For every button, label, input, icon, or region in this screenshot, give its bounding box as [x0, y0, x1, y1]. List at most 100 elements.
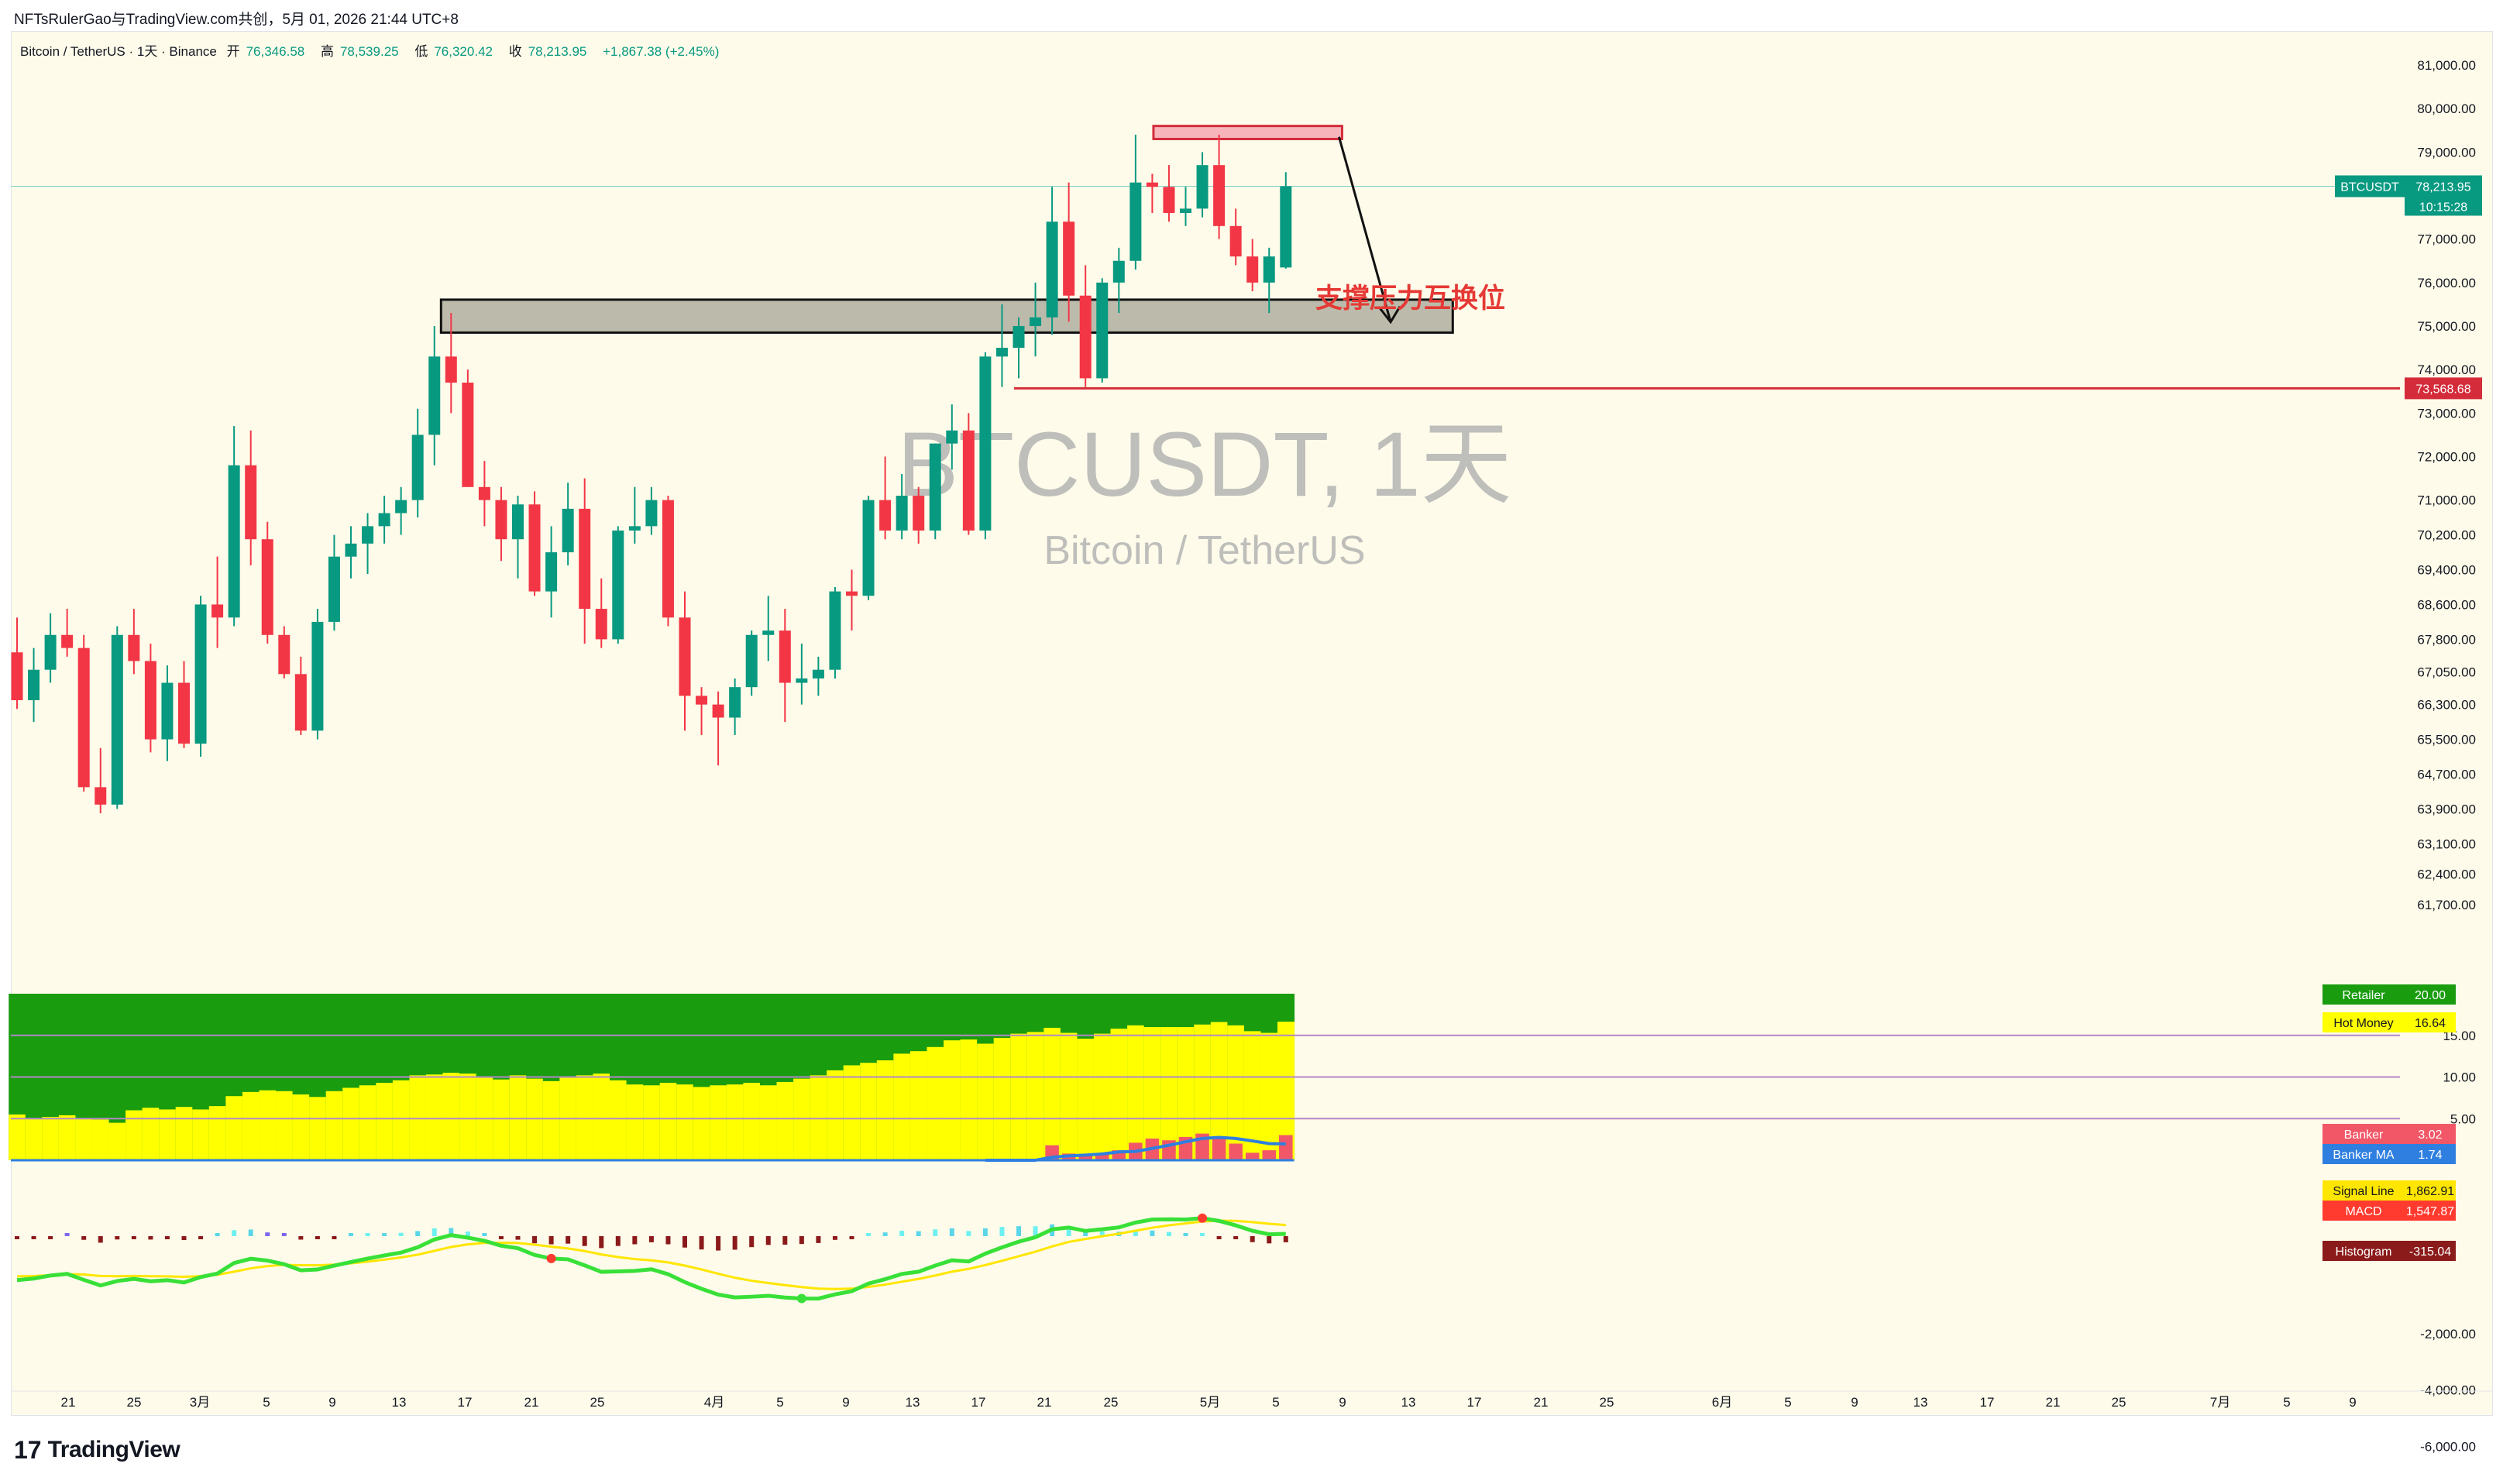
- hot-money-badge-label-bg: [2322, 1012, 2405, 1032]
- signal-line-badge-value: 1,862.91: [2406, 1185, 2454, 1198]
- macd-histogram-bar: [1183, 1233, 1188, 1236]
- price-axis-tick: 71,000.00: [2417, 493, 2476, 508]
- cross-marker: [1198, 1213, 1208, 1223]
- hot-money-bar: [1110, 1029, 1128, 1160]
- macd-histogram-bar: [349, 1233, 353, 1236]
- hot-money-bar: [376, 1083, 394, 1160]
- time-axis-tick: 13: [906, 1395, 920, 1410]
- macd-histogram-bar: [215, 1233, 220, 1236]
- hot-money-bar: [710, 1085, 727, 1160]
- candle-body: [962, 430, 975, 531]
- macd-histogram-bar: [1016, 1226, 1021, 1236]
- macd-badge-label: MACD: [2345, 1205, 2381, 1218]
- time-axis-tick: 17: [1467, 1395, 1482, 1410]
- candle-body: [462, 383, 474, 487]
- candle-body: [528, 504, 541, 592]
- time-axis-tick: 25: [1600, 1395, 1614, 1410]
- macd-histogram-bar: [665, 1236, 671, 1245]
- candle-body: [896, 496, 908, 531]
- hot-money-bar: [676, 1084, 694, 1160]
- hot-money-bar: [927, 1046, 944, 1160]
- time-axis-tick: 4月: [704, 1395, 724, 1410]
- macd-histogram-bar: [849, 1236, 854, 1239]
- candle-body: [411, 435, 424, 500]
- legend-open-label: 开: [226, 44, 240, 59]
- hot-money-bar: [810, 1075, 827, 1160]
- candle-body: [345, 543, 357, 557]
- macd-histogram-bar: [148, 1236, 153, 1240]
- candle-body: [679, 617, 691, 696]
- macd-histogram-bar: [933, 1229, 938, 1236]
- hot-money-bar: [759, 1085, 778, 1160]
- signal-line-badge-value-bg: [2405, 1180, 2456, 1201]
- candle-body: [261, 539, 273, 635]
- time-axis-tick: 25: [2112, 1395, 2127, 1410]
- indicator-axis-tick: 10.00: [2443, 1070, 2476, 1085]
- macd-histogram-bar: [431, 1228, 437, 1236]
- price-axis-tick: 70,200.00: [2417, 528, 2476, 543]
- candle-body: [294, 674, 307, 731]
- hot-money-bar: [526, 1078, 544, 1160]
- macd-histogram-bar: [1083, 1230, 1088, 1236]
- macd-histogram-bar: [1099, 1231, 1105, 1236]
- macd-histogram-bar: [482, 1233, 487, 1236]
- hot-money-bar: [827, 1070, 844, 1160]
- banker-badge-label: Banker: [2344, 1128, 2384, 1142]
- candle-body: [1129, 182, 1142, 261]
- hot-money-bar: [192, 1109, 210, 1160]
- candle-body: [311, 621, 324, 731]
- hot-money-bar: [359, 1085, 376, 1160]
- candle-body: [1213, 165, 1226, 226]
- macd-histogram-bar: [749, 1236, 755, 1248]
- candle-body: [428, 356, 441, 435]
- macd-histogram-bar: [1267, 1236, 1272, 1244]
- hot-money-bar: [977, 1043, 995, 1160]
- time-axis-tick: 25: [1104, 1395, 1119, 1410]
- price-axis-tick: 76,000.00: [2417, 276, 2476, 290]
- hot-money-bar: [944, 1040, 961, 1160]
- support-zone: [439, 298, 1454, 334]
- chart-credit: NFTsRulerGao与TradingView.com共创，5月 01, 20…: [14, 12, 459, 28]
- hot-money-bar: [993, 1037, 1011, 1160]
- hot-money-bar: [342, 1087, 360, 1160]
- candle-body: [478, 486, 490, 500]
- hot-money-bar: [509, 1075, 527, 1160]
- banker-ma-badge-value: 1.74: [2418, 1149, 2442, 1162]
- time-axis-tick: 13: [1913, 1395, 1928, 1410]
- candle-body: [1030, 317, 1042, 326]
- price-axis-tick: 80,000.00: [2417, 101, 2476, 116]
- annotation-label: 支撑压力互换位: [1315, 283, 1505, 314]
- macd-axis-tick: -6,000.00: [2420, 1439, 2476, 1454]
- macd-histogram-bar: [966, 1231, 971, 1236]
- macd-histogram-bar: [332, 1236, 337, 1239]
- hot-money-bar: [1160, 1027, 1178, 1160]
- hot-money-bar: [42, 1117, 60, 1160]
- price-axis-tick: 81,000.00: [2417, 58, 2476, 73]
- time-axis-tick: 21: [2046, 1395, 2061, 1410]
- candle-body: [512, 504, 524, 540]
- hot-money-bar: [542, 1080, 560, 1160]
- candle-body: [1112, 260, 1125, 283]
- signal-line-badge-label: Signal Line: [2333, 1185, 2394, 1198]
- candle-body: [712, 704, 724, 718]
- macd-histogram-bar: [615, 1236, 621, 1246]
- banker-badge-label-bg: [2322, 1124, 2405, 1144]
- banker-ma-badge-label-bg: [2322, 1144, 2405, 1164]
- footer: 17 TradingView: [14, 1434, 181, 1465]
- macd-badge-value: 1,547.87: [2406, 1205, 2454, 1218]
- candle-body: [579, 508, 591, 610]
- hot-money-bar: [893, 1053, 911, 1160]
- candle-body: [1180, 208, 1191, 213]
- macd-histogram-bar: [415, 1231, 421, 1236]
- hot-money-bar: [108, 1122, 126, 1160]
- candle-body: [796, 678, 808, 683]
- macd-axis-tick: -2,000.00: [2420, 1327, 2476, 1341]
- macd-histogram-bar: [1233, 1236, 1239, 1240]
- macd-histogram-bar: [115, 1236, 120, 1240]
- macd-badge-value-bg: [2405, 1201, 2456, 1221]
- macd-histogram-bar: [582, 1236, 587, 1246]
- candle-body: [128, 634, 140, 661]
- legend-high-label: 高: [320, 44, 334, 59]
- macd-histogram-bar: [816, 1236, 821, 1243]
